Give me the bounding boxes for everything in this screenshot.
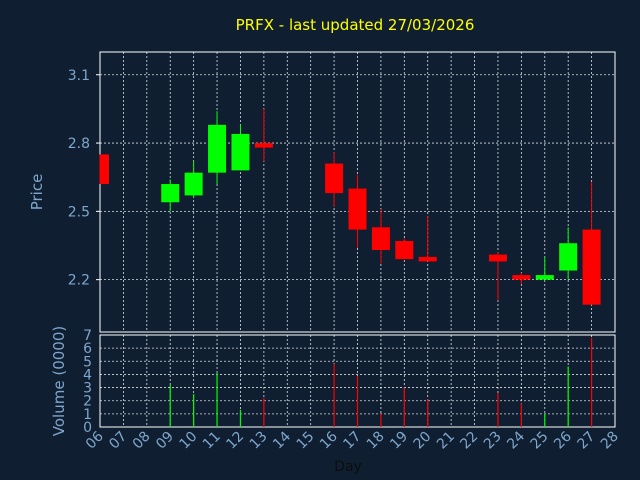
candle-06 (99, 154, 109, 185)
volume-tick-label: 4 (83, 367, 92, 383)
candle-12 (231, 124, 250, 171)
candle-body (559, 243, 578, 271)
candles (99, 108, 601, 305)
volume-tick-label: 1 (83, 407, 92, 423)
chart-title: PRFX - last updated 27/03/2026 (236, 16, 475, 34)
x-axis-label: Day (334, 459, 362, 475)
candle-body (418, 256, 437, 262)
candle-body (348, 188, 367, 230)
volume-tick-label: 3 (83, 381, 92, 397)
candle-body (184, 172, 203, 196)
candle-23 (488, 252, 507, 301)
candle-body (100, 154, 109, 185)
candle-09 (161, 179, 180, 212)
candle-body (254, 143, 273, 148)
candle-19 (395, 238, 414, 260)
candle-25 (535, 256, 554, 280)
price-tick-label: 3.1 (68, 68, 90, 84)
volume-tick-label: 6 (83, 341, 92, 357)
candle-24 (512, 272, 531, 285)
volume-tick-label: 2 (83, 394, 92, 410)
candle-body (371, 227, 390, 251)
candle-16 (325, 152, 344, 207)
candle-body (161, 184, 180, 203)
candle-body (535, 275, 554, 280)
x-axis-ticks: 06 07 08 09 10 11 12 13 14 15 16 17 18 19 20 21 22 23 24 25… (83, 428, 622, 452)
price-tick-label: 2.2 (68, 273, 90, 289)
candle-20 (418, 215, 437, 262)
candle-body (325, 163, 344, 194)
price-y-ticks: 3.1 2.8 2.5 2.2 (68, 68, 100, 289)
candle-26 (559, 227, 578, 280)
volume-tick-label: 0 (83, 420, 92, 436)
candle-13 (254, 108, 273, 162)
candle-27 (582, 181, 601, 305)
candle-body (512, 275, 531, 280)
candle-body (582, 229, 601, 305)
price-tick-label: 2.8 (68, 136, 90, 152)
price-panel: 3.1 2.8 2.5 2.2 Price (28, 51, 616, 333)
candle-10 (184, 161, 203, 198)
candle-body (208, 124, 227, 173)
price-tick-label: 2.5 (68, 204, 90, 220)
candle-11 (208, 111, 227, 185)
candle-body (231, 133, 250, 171)
volume-axis-label: Volume (0000) (50, 326, 68, 436)
volume-bars (169, 337, 593, 427)
candle-17 (348, 174, 367, 248)
price-axis-label: Price (28, 174, 46, 211)
volume-tick-label: 5 (83, 354, 92, 370)
candle-body (395, 240, 414, 260)
candle-body (488, 254, 507, 262)
volume-tick-label: 7 (83, 328, 92, 344)
candle-18 (371, 209, 390, 264)
